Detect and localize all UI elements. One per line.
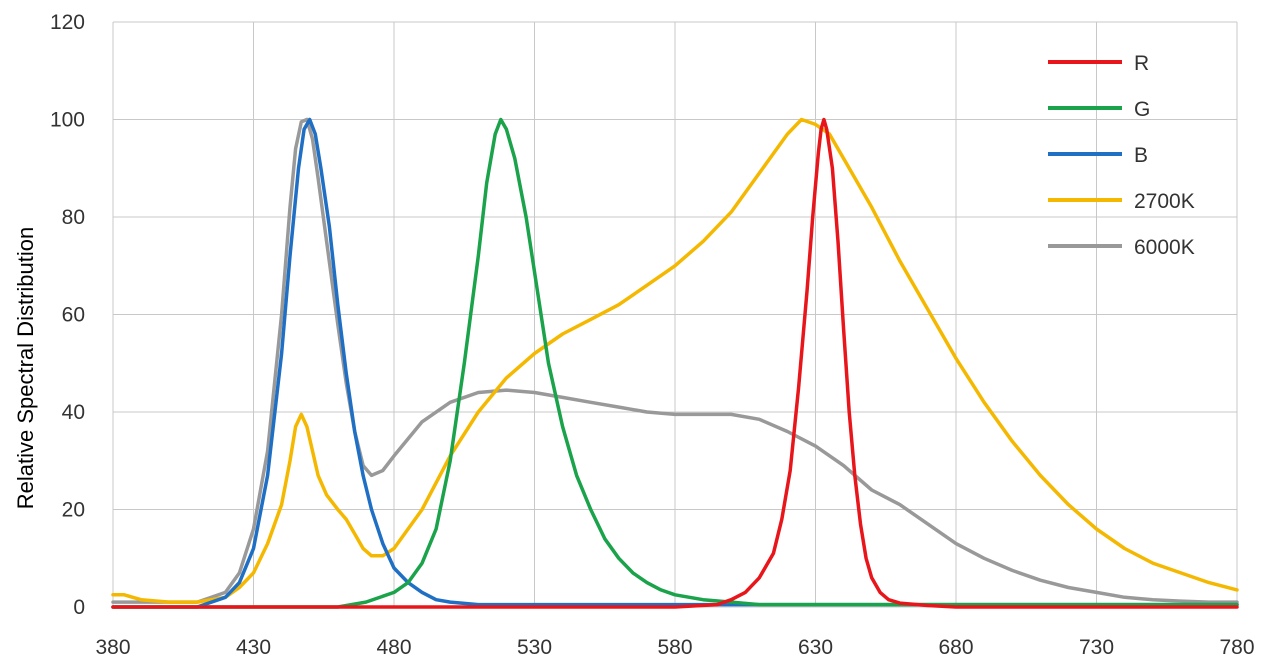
y-tick-label-4: 80 — [62, 206, 85, 229]
y-tick-label-3: 60 — [62, 304, 85, 327]
y-axis-title: Relative Spectral Distribution — [13, 227, 38, 509]
legend-label-b: B — [1134, 144, 1148, 167]
legend: RGB 2700K 6000K — [1048, 52, 1195, 259]
x-tick-label-8: 780 — [1219, 636, 1254, 659]
series-line-b — [111, 117, 1239, 609]
legend-label-2700k: 2700K — [1134, 190, 1195, 213]
y-tick-label-0: 0 — [73, 596, 85, 619]
series-line-g — [111, 117, 1239, 609]
x-tick-label-2: 480 — [376, 636, 411, 659]
y-tick-label-1: 20 — [62, 499, 85, 522]
x-tick-label-5: 630 — [798, 636, 833, 659]
x-tick-label-7: 730 — [1079, 636, 1114, 659]
legend-label-6000k: 6000K — [1134, 236, 1195, 259]
series-line-2700k — [111, 117, 1239, 604]
legend-label-g: G — [1134, 98, 1150, 121]
x-tick-label-4: 580 — [657, 636, 692, 659]
x-tick-label-1: 430 — [236, 636, 271, 659]
y-tick-label-2: 40 — [62, 401, 85, 424]
x-tick-label-6: 680 — [938, 636, 973, 659]
series-lines — [111, 117, 1239, 609]
legend-label-r: R — [1134, 52, 1149, 75]
x-axis-tick-labels: 380 430 480 530 580 630 680 730 780 — [95, 636, 1254, 659]
y-axis-tick-labels: 0 20 40 60 80 100 120 — [50, 11, 85, 619]
series-line-6000k — [111, 117, 1239, 604]
x-tick-label-0: 380 — [95, 636, 130, 659]
y-tick-label-5: 100 — [50, 109, 85, 132]
y-tick-label-6: 120 — [50, 11, 85, 34]
series-line-r — [111, 117, 1239, 609]
x-tick-label-3: 530 — [517, 636, 552, 659]
